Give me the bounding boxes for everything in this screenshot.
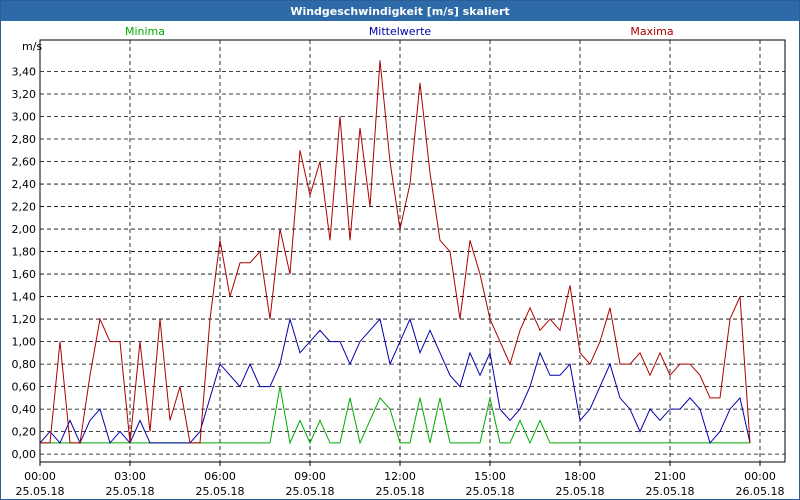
y-tick-label: 2,00 xyxy=(12,223,37,236)
y-tick-label: 2,60 xyxy=(12,156,37,169)
y-tick-label: 3,40 xyxy=(12,66,37,79)
legend-entry: Minima xyxy=(125,25,165,38)
y-tick-label: 1,60 xyxy=(12,268,37,281)
y-tick-label: 3,20 xyxy=(12,88,37,101)
legend-entry: Maxima xyxy=(630,25,673,38)
y-axis-label: m/s xyxy=(22,40,42,53)
y-tick-label: 1,80 xyxy=(12,246,37,259)
x-tick-label: 18:00 25.05.18 xyxy=(556,470,605,498)
legend-entry: Mittelwerte xyxy=(369,25,432,38)
x-tick-label: 09:00 25.05.18 xyxy=(286,470,335,498)
x-tick-label: 00:00 26.05.18 xyxy=(736,470,785,498)
y-tick-label: 0,60 xyxy=(12,381,37,394)
series-line xyxy=(40,60,751,444)
y-tick-label: 0,80 xyxy=(12,358,37,371)
x-tick-label: 00:00 25.05.18 xyxy=(16,470,65,498)
y-tick-label: 1,20 xyxy=(12,313,37,326)
chart-title: Windgeschwindigkeit [m/s] skaliert xyxy=(290,5,509,18)
x-tick-label: 21:00 25.05.18 xyxy=(646,470,695,498)
y-tick-label: 0,20 xyxy=(12,426,37,439)
y-tick-label: 2,20 xyxy=(12,201,37,214)
x-tick-label: 03:00 25.05.18 xyxy=(106,470,155,498)
y-tick-label: 2,80 xyxy=(12,133,37,146)
x-tick-label: 15:00 25.05.18 xyxy=(466,470,515,498)
y-tick-label: 1,40 xyxy=(12,291,37,304)
series-line xyxy=(39,317,751,445)
x-tick-label: 06:00 25.05.18 xyxy=(196,470,245,498)
title-bar xyxy=(1,1,799,21)
x-tick-label: 12:00 25.05.18 xyxy=(376,470,425,498)
y-tick-label: 0,00 xyxy=(12,448,37,461)
y-tick-label: 2,40 xyxy=(12,178,37,191)
y-tick-label: 0,40 xyxy=(12,403,37,416)
y-tick-label: 3,00 xyxy=(12,111,37,124)
y-tick-label: 1,00 xyxy=(12,336,37,349)
